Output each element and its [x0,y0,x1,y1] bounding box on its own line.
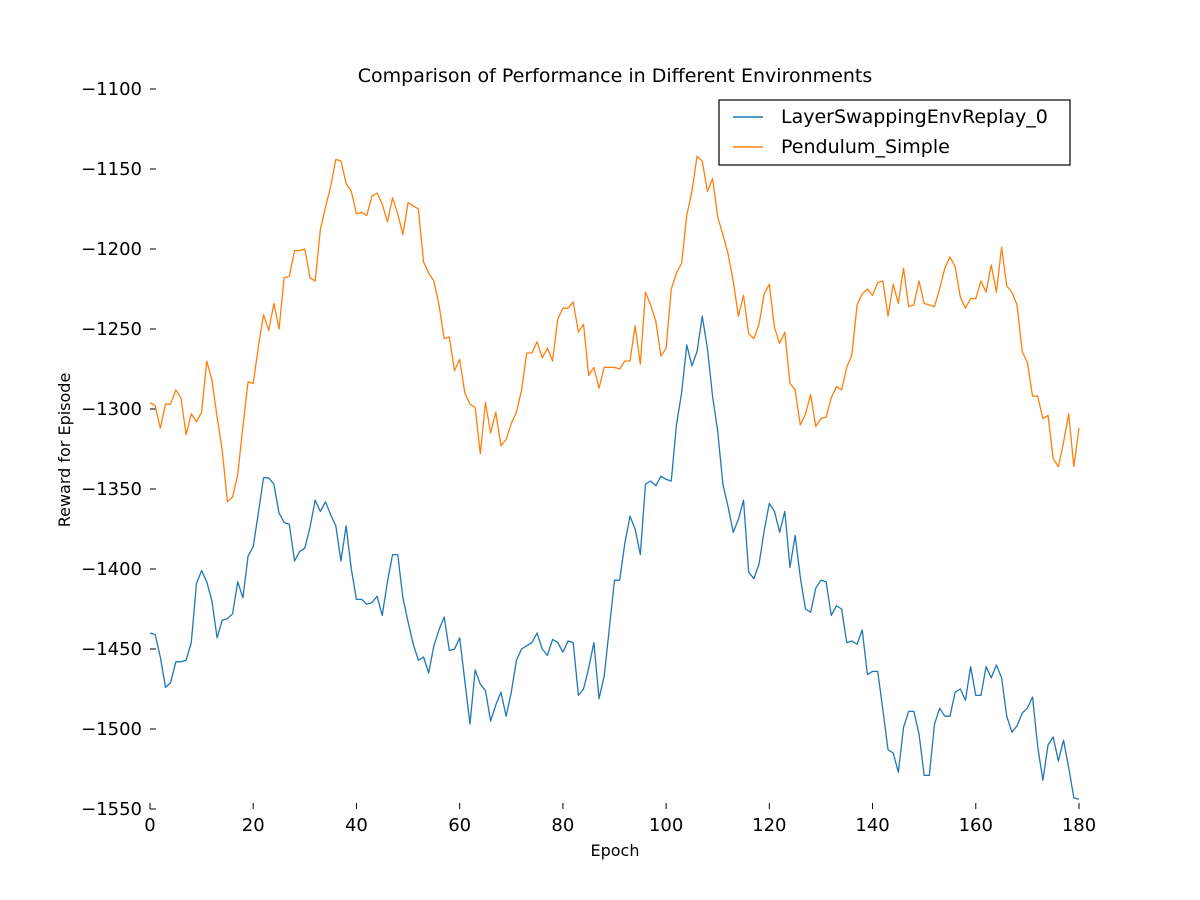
y-tick-label: −1350 [81,479,142,500]
y-tick-label: −1100 [81,79,142,100]
legend-label-0: LayerSwappingEnvReplay_0 [781,106,1048,128]
series-lines [149,155,1080,801]
y-tick-label: −1550 [81,799,142,820]
series-line-0 [149,315,1080,801]
y-axis-ticks: −1100 −1150 −1200 −1250 −1300 −1350 −1400 −1450… [81,79,156,820]
series-line-1 [149,155,1080,503]
x-tick-label: 100 [649,815,683,836]
legend-label-1: Pendulum_Simple [781,136,950,158]
y-tick-label: −1450 [81,639,142,660]
x-tick-label: 0 [144,815,155,836]
y-tick-label: −1250 [81,319,142,340]
x-tick-label: 80 [551,815,574,836]
y-tick-label: −1500 [81,719,142,740]
legend-box [718,99,1071,166]
x-tick-label: 160 [959,815,993,836]
x-tick-label: 140 [855,815,889,836]
chart-title: Comparison of Performance in Different E… [358,65,872,87]
x-axis-ticks: 0 20 40 60 80 100 120 140 160 180 [144,803,1096,836]
x-tick-label: 60 [448,815,471,836]
y-tick-label: −1400 [81,559,142,580]
x-tick-label: 20 [242,815,265,836]
y-tick-label: −1300 [81,399,142,420]
x-axis-label: Epoch [591,841,640,860]
legend: LayerSwappingEnvReplay_0 Pendulum_Simple [718,99,1071,166]
x-tick-label: 120 [752,815,786,836]
y-tick-label: −1150 [81,159,142,180]
x-tick-label: 180 [1062,815,1096,836]
y-tick-label: −1200 [81,239,142,260]
x-tick-label: 40 [345,815,368,836]
y-axis-label: Reward for Episode [55,373,74,528]
